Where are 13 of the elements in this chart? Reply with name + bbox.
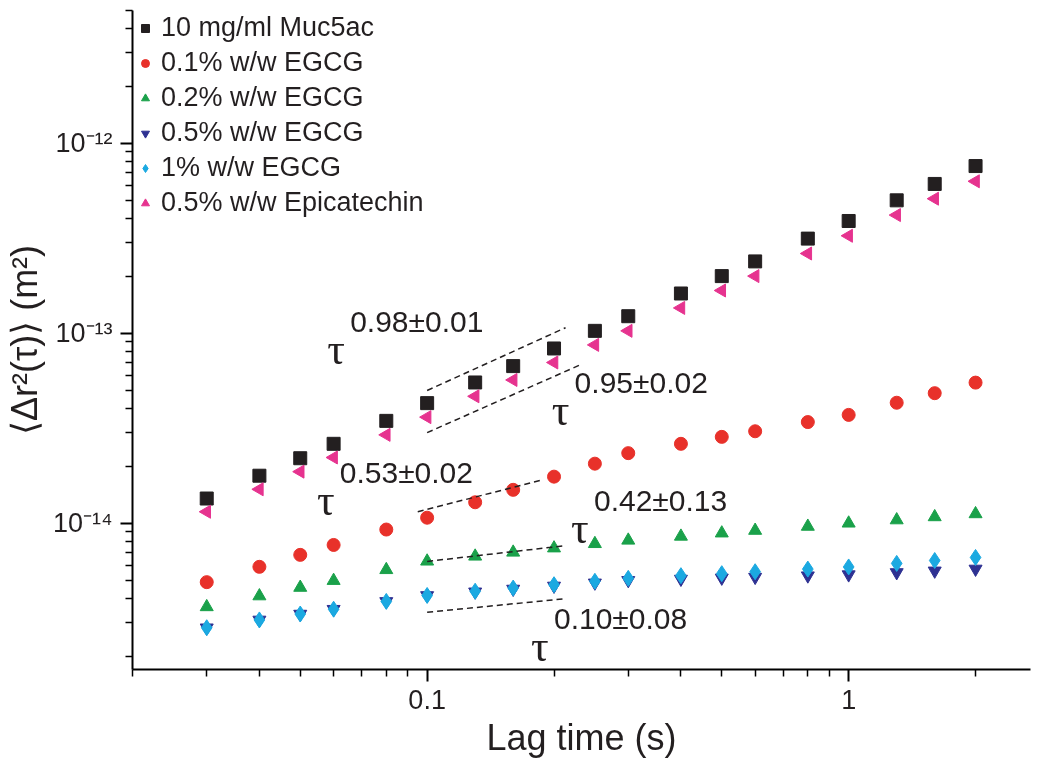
legend-label: 0.1% w/w EGCG (161, 47, 364, 78)
y-axis-title: ⟨Δr²(τ)⟩ (m²) (3, 244, 45, 436)
y-tick-label: 10⁻¹⁴ (52, 508, 113, 539)
legend-label: 0.5% w/w EGCG (161, 117, 364, 148)
y-tick-label: 10⁻¹³ (55, 318, 113, 349)
legend-label: 0.2% w/w EGCG (161, 82, 364, 113)
x-tick-label: 1 (841, 684, 857, 715)
x-tick-label: 0.1 (408, 684, 446, 715)
legend-label: 0.5% w/w Epicatechin (161, 187, 424, 218)
y-tick-label: 10⁻¹² (55, 128, 113, 159)
legend-label: 10 mg/ml Muc5ac (161, 12, 375, 43)
x-axis-title: Lag time (s) (486, 716, 677, 758)
legend-label: 1% w/w EGCG (161, 152, 342, 183)
